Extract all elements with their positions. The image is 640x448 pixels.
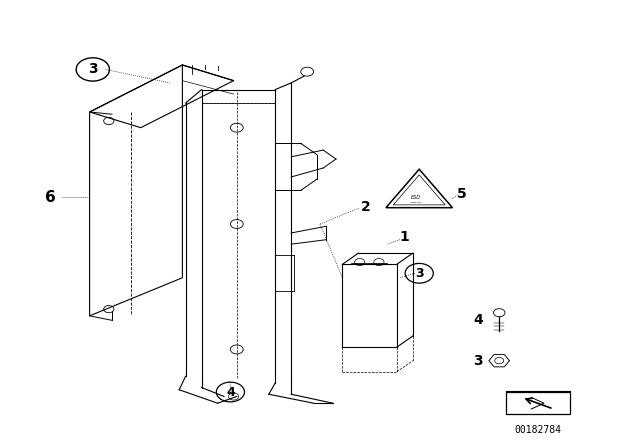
Text: 2: 2 bbox=[361, 200, 371, 214]
Text: 3: 3 bbox=[474, 353, 483, 368]
Text: 6: 6 bbox=[45, 190, 55, 205]
Text: 3: 3 bbox=[88, 62, 98, 77]
Text: 4: 4 bbox=[226, 385, 235, 399]
Text: ESD: ESD bbox=[411, 194, 421, 200]
Text: 5: 5 bbox=[457, 186, 467, 201]
Text: 00182784: 00182784 bbox=[514, 425, 561, 435]
Text: ~~~: ~~~ bbox=[410, 200, 422, 206]
Text: 3: 3 bbox=[415, 267, 424, 280]
Text: 4: 4 bbox=[474, 313, 483, 327]
Text: 1: 1 bbox=[399, 230, 410, 245]
